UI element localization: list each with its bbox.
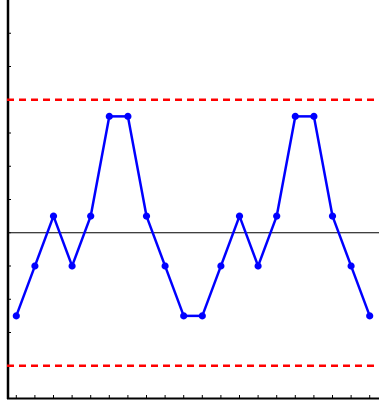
reference-lines [7,98,379,367]
data-point-10 [180,312,188,320]
plot-frame [6,0,379,400]
data-point-19 [347,262,355,270]
data-point-5 [87,212,95,220]
data-point-11 [198,312,206,320]
data-point-14 [254,262,262,270]
data-point-1 [12,312,20,320]
data-point-13 [235,212,244,220]
data-point-9 [161,262,169,270]
data-point-15 [273,212,281,220]
data-point-8 [142,212,151,220]
data-point-17 [310,112,318,120]
series-line-0 [15,115,371,318]
data-point-20 [366,312,374,320]
data-point-6 [105,112,113,120]
data-point-3 [49,212,58,220]
data-point-12 [217,262,225,270]
data-point-18 [328,212,337,220]
axis-ticks [7,32,371,400]
data-point-2 [31,262,39,270]
series-group [12,112,374,320]
data-point-4 [68,262,76,270]
data-point-16 [291,112,299,120]
data-point-7 [124,112,132,120]
